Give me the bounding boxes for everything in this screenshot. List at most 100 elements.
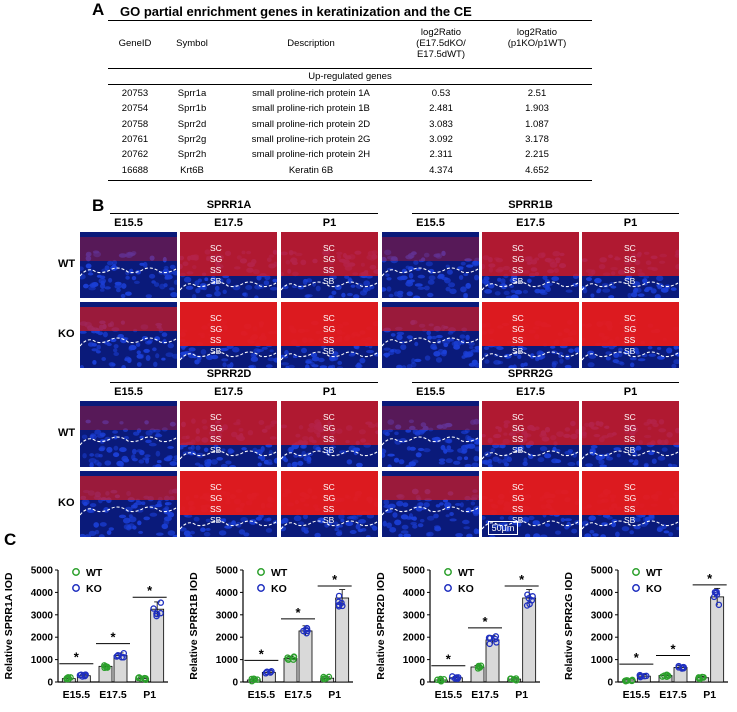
nucleus [253, 348, 261, 354]
nucleus [114, 284, 122, 289]
nucleus [245, 285, 253, 290]
nucleus [340, 518, 345, 523]
legend-marker-ko [257, 584, 265, 592]
significance-star: * [147, 583, 153, 598]
nucleus [589, 447, 596, 454]
nucleus [632, 281, 641, 287]
nucleus [432, 346, 438, 350]
nucleus [426, 330, 431, 336]
nucleus [401, 524, 409, 530]
nucleus [643, 462, 649, 467]
nucleus [555, 530, 561, 535]
nucleus [348, 353, 355, 357]
stained-layer [281, 302, 378, 346]
nucleus [670, 464, 678, 467]
nucleus [514, 289, 523, 295]
nucleus [592, 533, 599, 537]
y-tick-label: 0 [47, 678, 53, 689]
layer-label: SS [210, 335, 222, 345]
nucleus [200, 349, 207, 355]
nucleus [329, 275, 337, 280]
nucleus [263, 459, 269, 465]
y-tick-label: 5000 [403, 566, 426, 577]
layer-label: SG [323, 324, 336, 334]
nucleus [173, 455, 177, 459]
layer-label: SG [624, 423, 637, 433]
nucleus [465, 351, 474, 357]
nucleus [446, 438, 453, 444]
nucleus [473, 455, 479, 462]
nucleus [508, 515, 514, 521]
nucleus [156, 532, 164, 536]
table-header-2: Description [287, 38, 335, 49]
nucleus [483, 346, 490, 350]
legend-label: KO [271, 583, 287, 595]
table-cell: 3.178 [525, 133, 549, 145]
nucleus [232, 346, 240, 353]
nucleus [155, 432, 161, 437]
nucleus [394, 431, 399, 436]
nucleus [108, 277, 113, 283]
nucleus [417, 286, 425, 290]
significance-star: * [295, 605, 301, 620]
nucleus [125, 291, 132, 296]
nucleus [522, 289, 529, 294]
nucleus [415, 452, 422, 458]
panel-label-c: C [4, 530, 17, 549]
nucleus [263, 518, 271, 522]
nucleus [213, 444, 219, 450]
nucleus [512, 364, 517, 368]
nucleus [475, 348, 479, 353]
nucleus [221, 358, 229, 362]
tissue-image [482, 471, 579, 537]
dashed-boundary [180, 450, 277, 460]
nucleus [656, 283, 664, 288]
nucleus [400, 344, 407, 350]
nucleus [387, 428, 393, 433]
nucleus [128, 516, 137, 523]
nucleus [99, 432, 106, 437]
nucleus [293, 453, 299, 458]
nucleus [474, 441, 479, 445]
nucleus [355, 283, 364, 289]
nucleus [356, 462, 363, 467]
nucleus [466, 533, 473, 537]
table-cell: 16688 [121, 164, 149, 176]
nucleus [623, 350, 629, 355]
nucleus [98, 454, 103, 458]
dashed-boundary [582, 281, 679, 291]
nucleus [419, 518, 425, 523]
nucleus [138, 530, 144, 534]
nucleus [87, 342, 95, 347]
nucleus [331, 290, 337, 295]
nucleus [453, 460, 461, 465]
nucleus [302, 278, 308, 285]
nucleus [436, 334, 443, 339]
nucleus [366, 349, 375, 354]
nucleus [155, 353, 160, 359]
tissue-image [382, 307, 479, 368]
data-point [81, 671, 89, 679]
layer-label: SB [210, 515, 222, 525]
nucleus [425, 261, 433, 267]
nucleus [445, 286, 451, 292]
nucleus [129, 252, 136, 257]
legend-label: KO [646, 583, 662, 595]
nucleus [113, 452, 120, 458]
nucleus [149, 512, 158, 517]
nucleus [310, 362, 315, 367]
layer-label: SB [624, 346, 636, 356]
nucleus [463, 292, 468, 298]
tissue-image [582, 471, 679, 537]
data-point [153, 612, 160, 620]
nucleus [357, 519, 366, 524]
x-tick-label: P1 [515, 689, 528, 701]
nucleus [169, 264, 176, 270]
stained-layer [281, 401, 378, 445]
image-group-title: SPRR2D [206, 368, 252, 380]
nucleus [386, 522, 392, 529]
tissue-image [281, 302, 378, 368]
nucleus [80, 266, 84, 271]
nucleus [395, 424, 402, 430]
nucleus [663, 530, 670, 534]
